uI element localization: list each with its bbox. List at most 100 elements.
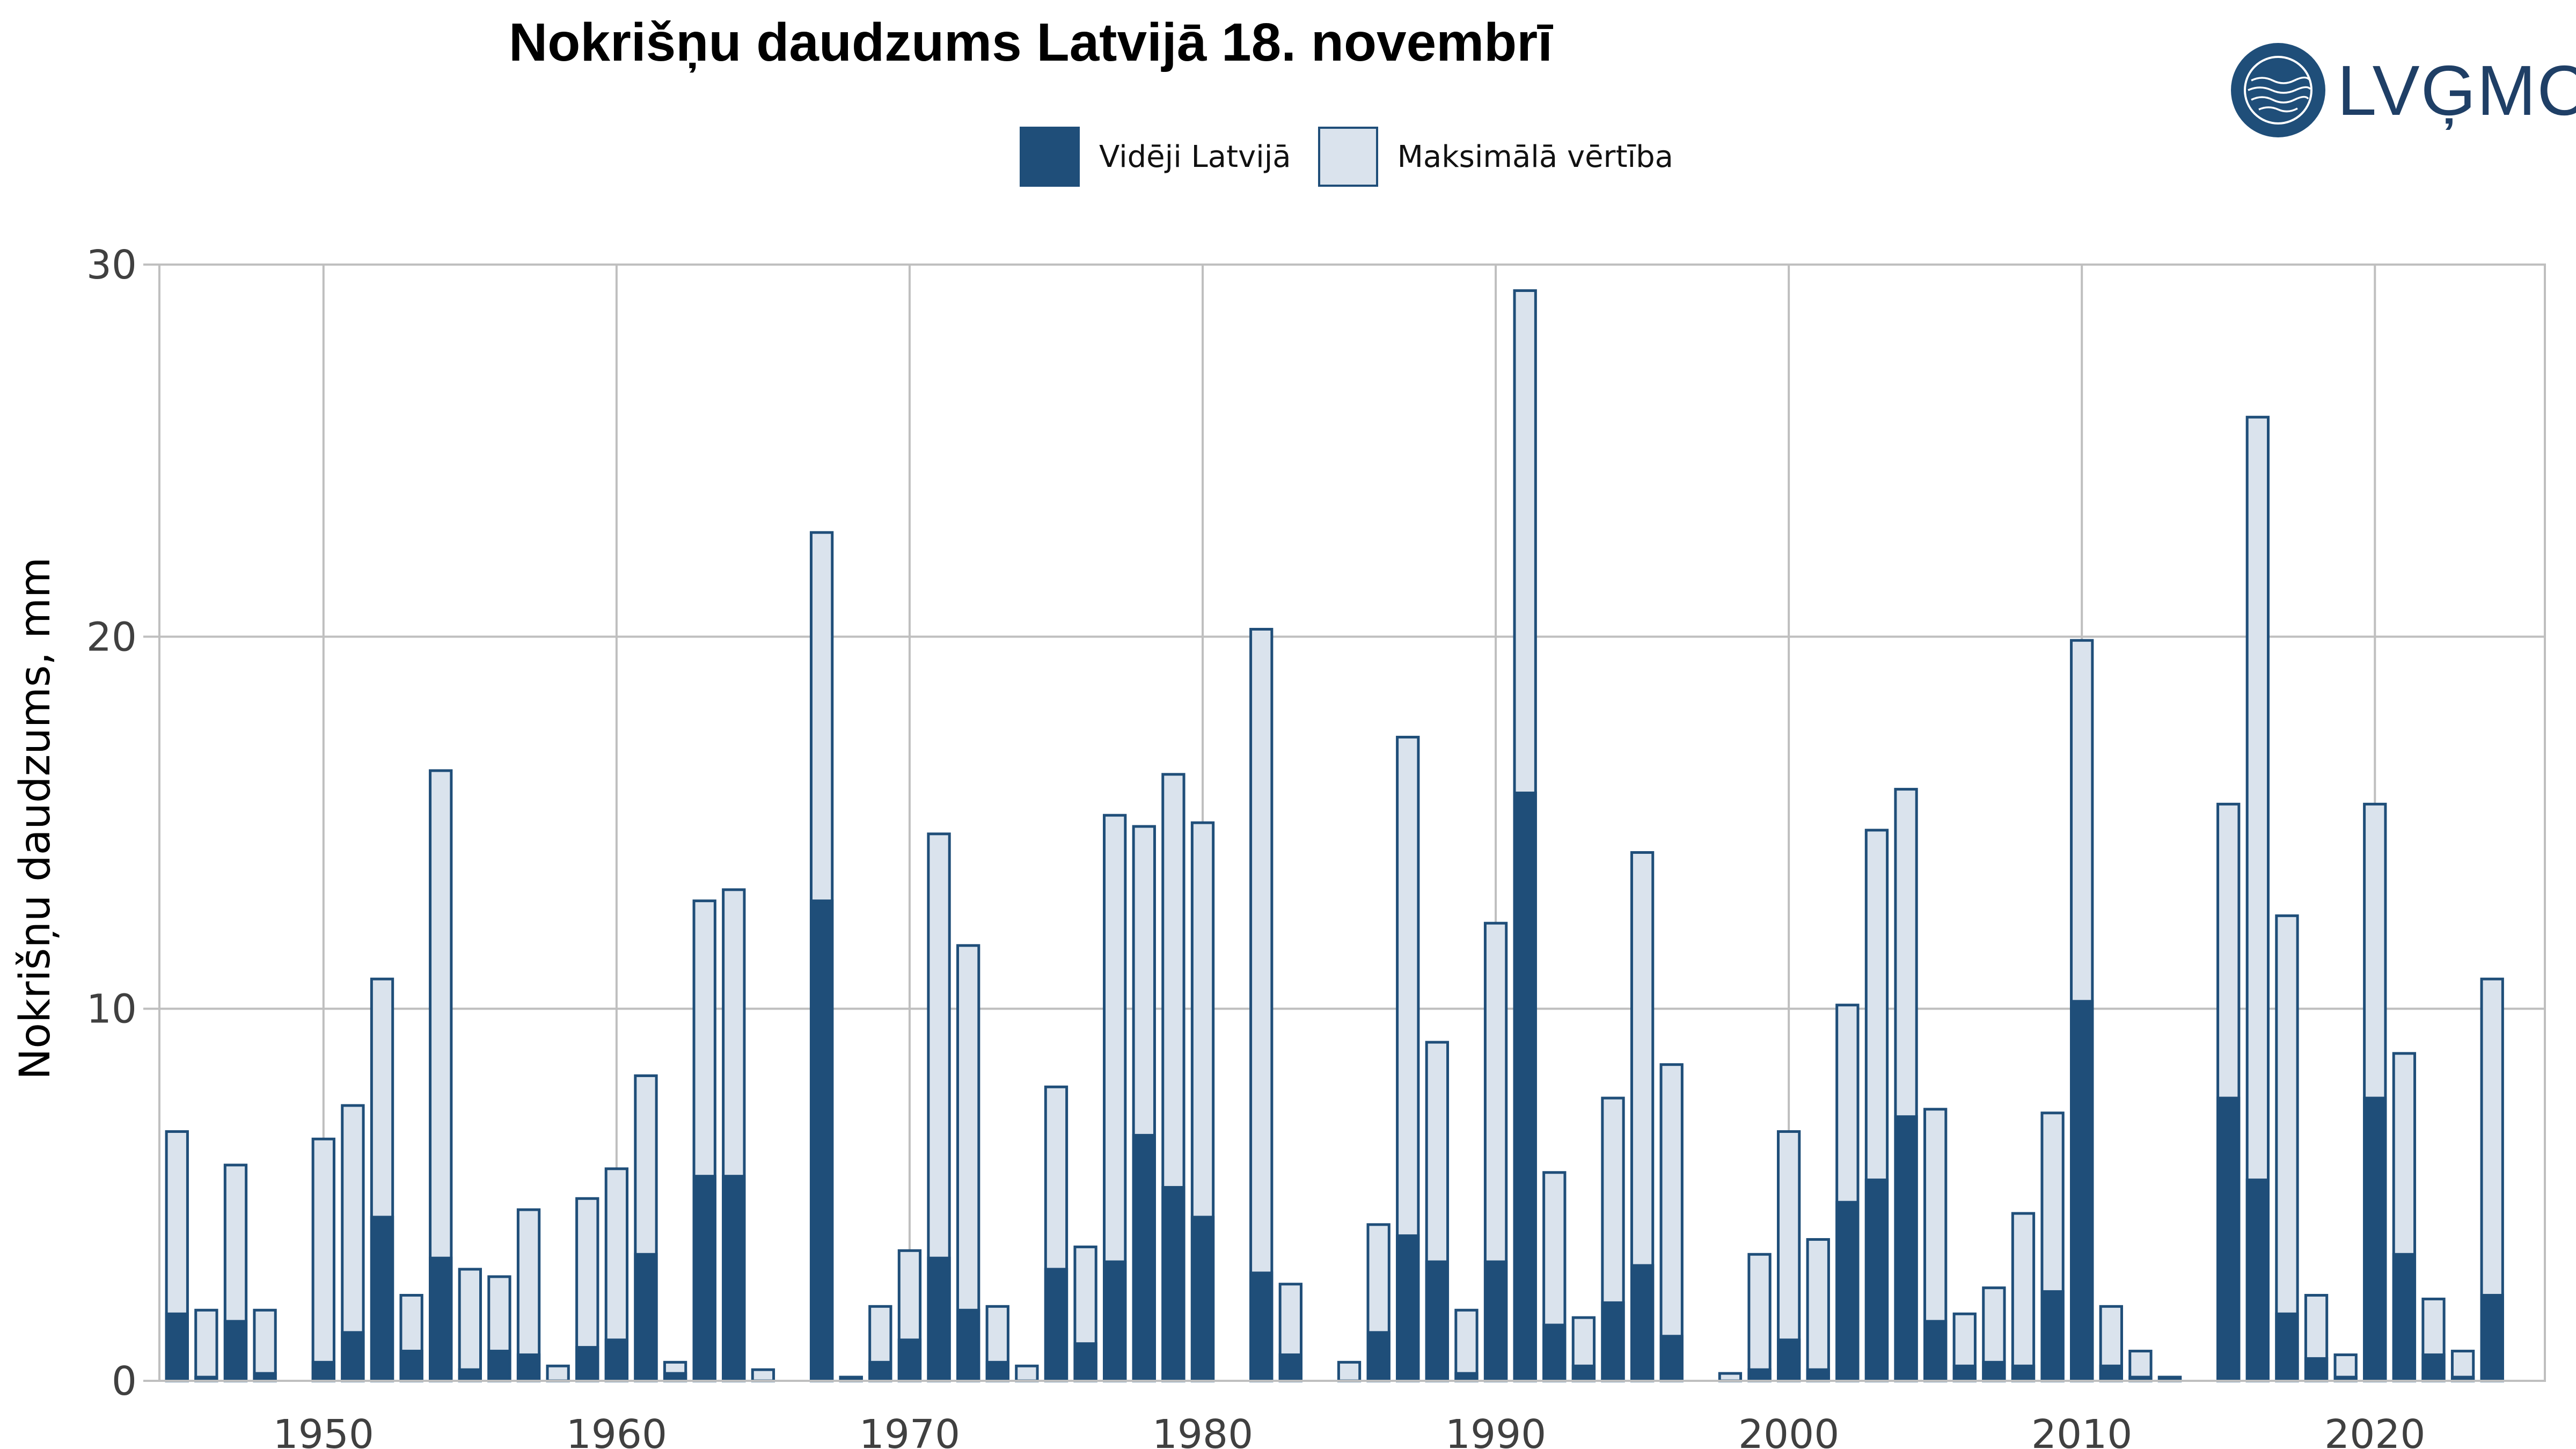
bar-max [2275, 914, 2299, 1382]
legend-swatch-max [1318, 127, 1378, 187]
lvgmc-emblem-icon [2231, 43, 2325, 137]
y-tick-label: 30 [86, 242, 137, 288]
bar-average [927, 1256, 951, 1382]
bar-max [1015, 1364, 1039, 1382]
legend-label-average: Vidēji Latvijā [1099, 139, 1291, 174]
bar-average [1073, 1342, 1097, 1382]
bar-average [1425, 1260, 1450, 1382]
bar-max [1718, 1372, 1743, 1382]
bar-average [1366, 1331, 1391, 1382]
bar-average [1396, 1234, 1420, 1382]
bar-average [1044, 1268, 1069, 1382]
bar-average [1249, 1271, 1274, 1382]
bar-average [2363, 1096, 2387, 1382]
legend: Vidēji Latvijā Maksimālā vērtība [1020, 125, 1700, 189]
bar-average [722, 1175, 746, 1382]
bar-average [692, 1175, 716, 1382]
bar-average [2070, 1000, 2094, 1382]
bar-average [2216, 1096, 2241, 1382]
bar-average [1571, 1364, 1596, 1382]
bar-average [897, 1338, 922, 1382]
bar-average [429, 1256, 453, 1382]
bar-average [516, 1353, 541, 1382]
chart-title: Nokrišņu daudzums Latvijā 18. novembrī [509, 12, 1553, 72]
bar-max [751, 1368, 775, 1382]
bar-average [399, 1350, 423, 1382]
bar-average [1894, 1115, 1918, 1382]
bar-average [1190, 1216, 1215, 1382]
bar-max [253, 1308, 277, 1382]
y-axis-label: Nokrišņu daudzums, mm [11, 557, 60, 1080]
legend-swatch-average [1020, 127, 1080, 187]
x-tick-label: 1960 [566, 1411, 667, 1449]
bar-max [458, 1268, 482, 1382]
bar-average [634, 1253, 658, 1382]
x-tick-label: 1950 [273, 1411, 374, 1449]
bar-average [1601, 1301, 1625, 1382]
bar-average [1103, 1260, 1127, 1382]
bar-max [1747, 1253, 1772, 1382]
bar-max [546, 1364, 570, 1382]
bar-average [223, 1320, 248, 1382]
bar-average [2040, 1290, 2065, 1382]
legend-item-average: Vidēji Latvijā [1020, 127, 1291, 187]
bar-max [1249, 627, 1274, 1382]
bar-max [1659, 1063, 1684, 1382]
bar-average [2392, 1253, 2417, 1382]
bar-max [2011, 1212, 2036, 1382]
axes: 0 10 20 30 1950 1960 1970 1980 1990 2000 2010 2020 [86, 242, 2426, 1449]
bar-average [1776, 1338, 1801, 1382]
bar-average [2421, 1353, 2446, 1382]
logo-text: LVĢMC [2337, 50, 2576, 130]
bar-average [604, 1338, 629, 1382]
bar-average [1630, 1264, 1655, 1382]
bar-average [165, 1312, 189, 1382]
x-tick-label: 2010 [2031, 1411, 2132, 1449]
bar-average [311, 1360, 335, 1382]
bar-average [2275, 1312, 2299, 1382]
y-tick-label: 0 [112, 1358, 137, 1404]
bar-max [956, 944, 980, 1382]
bar-average [370, 1216, 394, 1382]
bar-average [985, 1360, 1009, 1382]
bar-average [1659, 1335, 1684, 1382]
bar-average [663, 1372, 687, 1382]
bar-max [1454, 1308, 1479, 1382]
x-tick-label: 1980 [1152, 1411, 1253, 1449]
bar-average [2011, 1364, 2036, 1382]
x-tick-label: 2020 [2324, 1411, 2425, 1449]
bar-average [809, 899, 834, 1382]
bar-max [1337, 1360, 1362, 1382]
bar-average [2480, 1294, 2504, 1382]
x-tick-label: 2000 [1738, 1411, 1839, 1449]
bar-average [1864, 1179, 1889, 1382]
bar-average [341, 1331, 365, 1382]
legend-item-max: Maksimālā vērtība [1318, 127, 1673, 187]
bar-average [253, 1372, 277, 1382]
bar-average [868, 1360, 892, 1382]
bar-average [1483, 1260, 1508, 1382]
bar-max [194, 1308, 218, 1382]
bar-average [1542, 1323, 1567, 1382]
plot-frame [158, 264, 2546, 1382]
bar-average [2099, 1364, 2123, 1382]
bar-average [2245, 1179, 2270, 1382]
bar-average [1132, 1133, 1156, 1382]
bar-average [1952, 1364, 1977, 1382]
bar-average [1747, 1368, 1772, 1382]
bar-average [1923, 1320, 1948, 1382]
x-tick-label: 1970 [859, 1411, 960, 1449]
bar-average [575, 1346, 599, 1382]
bar-average [458, 1368, 482, 1382]
y-tick-label: 10 [86, 986, 137, 1033]
legend-label-max: Maksimālā vērtība [1397, 139, 1673, 174]
bar-average [1513, 792, 1537, 1382]
bar-average [1835, 1201, 1860, 1382]
bar-average [1161, 1185, 1185, 1382]
bar-average [1278, 1353, 1302, 1382]
bar-average [1454, 1372, 1479, 1382]
bar-average [487, 1350, 511, 1382]
bars [165, 289, 2504, 1382]
bar-max [1806, 1238, 1830, 1382]
